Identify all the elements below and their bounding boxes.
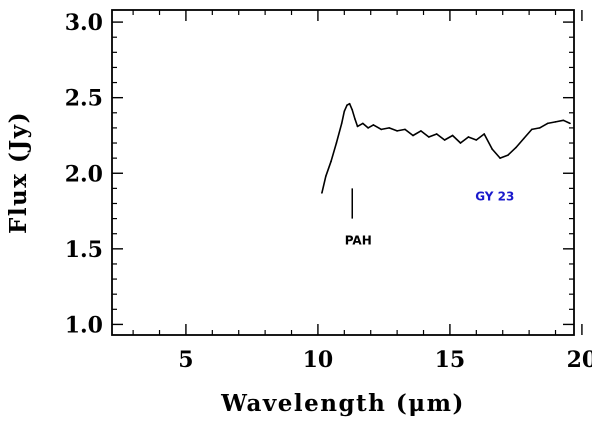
spectrum-point	[346, 104, 348, 107]
y-tick-label: 1.5	[65, 237, 103, 263]
spectrum-point	[340, 122, 343, 125]
x-tick-label: 15	[435, 347, 466, 373]
spectrum-point	[523, 137, 525, 140]
series-group	[321, 102, 571, 194]
spectrum-point	[538, 127, 541, 129]
source-label: GY 23	[475, 189, 514, 203]
spectrum-point	[372, 124, 375, 126]
spectrum-point	[467, 136, 470, 138]
plot-frame	[111, 9, 575, 336]
spectrum-point	[354, 118, 356, 120]
y-tick-label: 2.0	[65, 161, 103, 187]
spectrum-point	[356, 125, 359, 128]
spectrum-point	[459, 142, 462, 144]
spectrum-point	[367, 127, 369, 129]
spectrum-point	[569, 122, 571, 125]
y-tick-label: 1.0	[65, 312, 103, 338]
spectrum-point	[554, 121, 557, 123]
spectrum-point	[348, 102, 351, 105]
spectrum-line	[321, 102, 571, 194]
spectrum-point	[380, 128, 383, 131]
y-axis-title: Flux (Jy)	[5, 111, 32, 234]
spectrum-point	[499, 157, 501, 159]
spectrum-point	[325, 175, 327, 178]
spectrum-point	[404, 128, 406, 131]
spectrum-point	[428, 136, 430, 138]
spectrum-point	[412, 134, 414, 137]
spectrum-point	[562, 119, 565, 122]
spectrum-point	[530, 128, 533, 131]
spectrum-point	[483, 133, 486, 135]
spectrum-point	[330, 160, 332, 162]
annotations-group: PAH GY 23	[345, 188, 514, 247]
x-tick-label: 5	[178, 347, 193, 373]
axes-group	[111, 9, 575, 336]
spectrum-point	[435, 133, 438, 135]
spectrum-point	[451, 134, 454, 137]
y-tick-label: 3.0	[65, 10, 103, 36]
spectrum-point	[475, 139, 478, 141]
spectrum-point	[443, 139, 446, 141]
labels-group: 5 10 15 20 1.0 1.5 2.0 2.5 3.0	[65, 10, 592, 373]
spectrum-point	[420, 130, 422, 132]
spectrum-point	[321, 192, 323, 194]
spectrum-point	[335, 142, 338, 144]
ticks-group	[112, 10, 583, 335]
spectrum-point	[396, 130, 398, 132]
spectrum-point	[362, 122, 364, 125]
spectrum-point	[491, 148, 493, 150]
spectrum-point	[351, 108, 354, 111]
spectrum-point	[507, 154, 509, 156]
pah-label: PAH	[345, 233, 372, 247]
spectrum-point	[388, 127, 391, 129]
x-tick-label: 20	[567, 347, 592, 373]
spectrum-point	[343, 110, 346, 113]
y-tick-label: 2.5	[65, 86, 103, 112]
spectrum-point	[546, 122, 549, 125]
x-tick-label: 10	[303, 347, 334, 373]
x-axis-title: Wavelength (μm)	[220, 390, 465, 417]
spectrum-point	[515, 146, 517, 149]
